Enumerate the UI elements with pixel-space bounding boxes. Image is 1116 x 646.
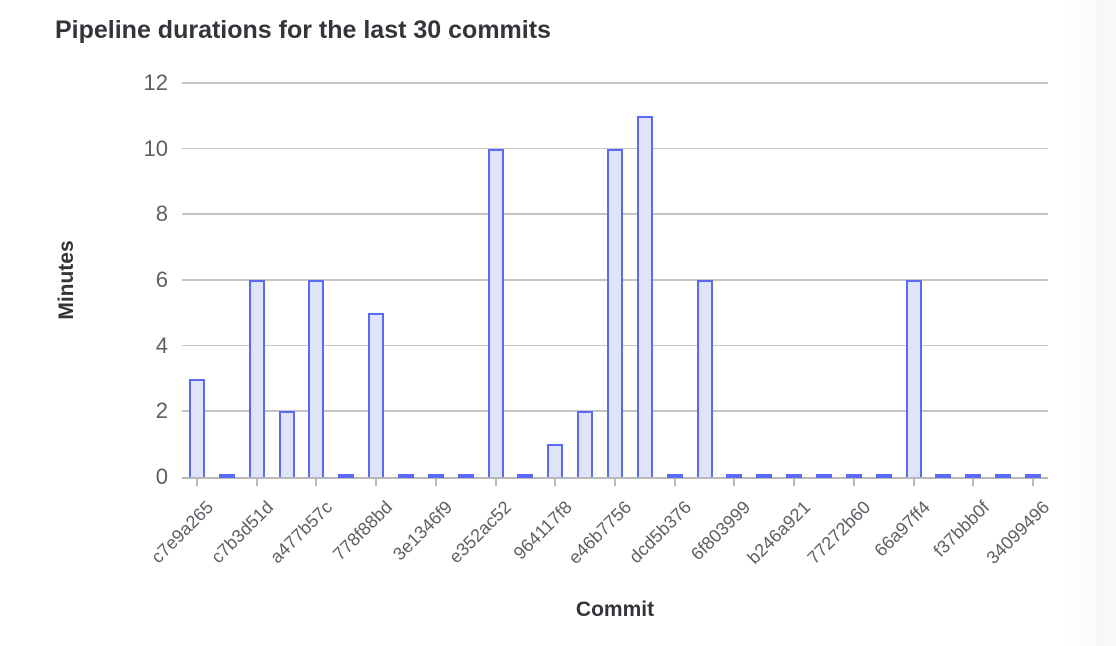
x-tick-label-b246a921: b246a921 bbox=[743, 497, 815, 568]
x-tick-label-778f88bd: 778f88bd bbox=[329, 497, 397, 565]
pipeline-bar-27[interactable] bbox=[995, 474, 1012, 478]
pipeline-bar-4[interactable] bbox=[308, 280, 325, 477]
y-tick-label-0: 0 bbox=[155, 464, 168, 489]
x-tick-mark-9 bbox=[733, 479, 736, 486]
pipeline-bar-21[interactable] bbox=[816, 474, 833, 478]
pipeline-bar-15[interactable] bbox=[636, 115, 653, 477]
gridline-12 bbox=[182, 82, 1048, 84]
pipeline-bar-5[interactable] bbox=[338, 474, 355, 478]
x-tick-mark-4 bbox=[434, 479, 437, 486]
y-tick-label-10: 10 bbox=[143, 135, 168, 161]
gridline-10 bbox=[182, 147, 1048, 150]
pipeline-bar-0[interactable] bbox=[188, 378, 205, 477]
x-tick-mark-1 bbox=[255, 479, 258, 486]
y-tick-label-6: 6 bbox=[155, 267, 168, 292]
pipeline-bar-11[interactable] bbox=[517, 474, 534, 478]
y-tick-label-2: 2 bbox=[155, 398, 168, 424]
y-tick-label-8: 8 bbox=[155, 201, 168, 227]
x-tick-label-e352ac52: e352ac52 bbox=[445, 497, 516, 568]
x-tick-label-77272b60: 77272b60 bbox=[803, 497, 875, 568]
pipeline-bar-26[interactable] bbox=[965, 474, 982, 478]
x-tick-mark-8 bbox=[673, 479, 676, 486]
x-tick-label-dcd5b376: dcd5b376 bbox=[624, 497, 695, 568]
pipeline-bar-1[interactable] bbox=[218, 474, 235, 478]
x-tick-mark-0 bbox=[195, 479, 198, 486]
y-tick-label-12: 12 bbox=[143, 70, 168, 95]
x-tick-mark-5 bbox=[494, 479, 497, 486]
pipeline-bar-25[interactable] bbox=[935, 474, 952, 478]
x-tick-mark-2 bbox=[315, 479, 318, 486]
page-edge-gradient bbox=[1064, 0, 1116, 646]
y-tick-label-4: 4 bbox=[155, 332, 168, 358]
x-tick-mark-12 bbox=[912, 479, 915, 486]
pipeline-bar-19[interactable] bbox=[756, 474, 773, 478]
x-tick-mark-14 bbox=[1032, 479, 1035, 486]
x-tick-mark-6 bbox=[554, 479, 557, 486]
pipeline-bar-20[interactable] bbox=[786, 474, 803, 478]
x-tick-label-34099496: 34099496 bbox=[982, 497, 1054, 568]
x-tick-mark-7 bbox=[614, 479, 616, 486]
pipeline-bar-14[interactable] bbox=[607, 148, 623, 477]
pipeline-bar-13[interactable] bbox=[577, 411, 594, 477]
pipeline-bar-8[interactable] bbox=[427, 474, 444, 478]
pipeline-bar-18[interactable] bbox=[726, 474, 743, 478]
x-tick-mark-11 bbox=[852, 479, 855, 486]
pipeline-bar-2[interactable] bbox=[248, 280, 265, 477]
pipeline-bar-10[interactable] bbox=[487, 148, 504, 477]
pipeline-bar-24[interactable] bbox=[905, 280, 922, 477]
pipeline-bar-28[interactable] bbox=[1025, 474, 1042, 478]
pipeline-bar-3[interactable] bbox=[278, 411, 295, 477]
x-tick-mark-3 bbox=[375, 479, 378, 486]
pipeline-bar-16[interactable] bbox=[666, 474, 683, 478]
pipeline-bar-7[interactable] bbox=[397, 474, 414, 478]
pipeline-bar-9[interactable] bbox=[457, 474, 474, 478]
x-tick-label-e46b7756: e46b7756 bbox=[564, 497, 636, 568]
plot-area bbox=[182, 82, 1048, 479]
x-tick-label-66a97ff4: 66a97ff4 bbox=[870, 497, 934, 561]
x-tick-mark-13 bbox=[972, 479, 975, 486]
pipeline-bar-23[interactable] bbox=[875, 474, 892, 478]
chart-title: Pipeline durations for the last 30 commi… bbox=[55, 16, 551, 44]
x-tick-mark-10 bbox=[793, 479, 796, 486]
pipeline-bar-12[interactable] bbox=[547, 444, 564, 477]
x-tick-label-a477b57c: a477b57c bbox=[266, 497, 337, 568]
x-tick-label-c7e9a265: c7e9a265 bbox=[147, 497, 218, 568]
x-tick-label-c7b3d51d: c7b3d51d bbox=[206, 497, 277, 568]
x-axis-title: Commit bbox=[575, 598, 655, 621]
pipeline-bar-6[interactable] bbox=[368, 312, 385, 477]
pipeline-bar-17[interactable] bbox=[696, 280, 713, 477]
pipeline-bar-22[interactable] bbox=[845, 474, 862, 478]
